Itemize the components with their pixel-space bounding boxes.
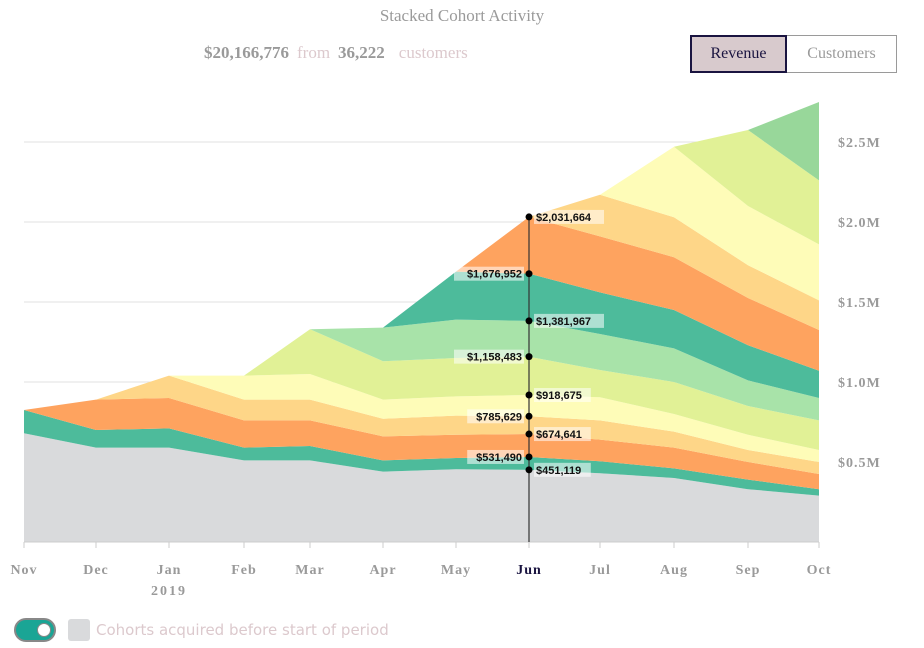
cohort-area-Jan: [24, 375, 819, 474]
hover-value-label: $674,641: [536, 429, 582, 441]
hover-label-bg: [534, 462, 591, 477]
legend-label: Cohorts acquired before start of period: [96, 621, 389, 639]
hover-point: [525, 317, 533, 325]
hover-label-bg: [454, 349, 524, 364]
cohort-area-Mar: [24, 329, 819, 450]
pre-period-cohorts-toggle[interactable]: [14, 618, 56, 642]
hover-value-label: $1,676,952: [467, 269, 522, 281]
cohort-area-May: [24, 271, 819, 410]
y-tick-label: $0.5M: [838, 456, 881, 471]
hover-value-label: $531,490: [476, 452, 522, 464]
x-tick-label: Jan: [157, 563, 182, 578]
hover-value-label: $918,675: [536, 390, 582, 402]
x-tick-label: Feb: [231, 563, 257, 578]
hover-label-bg: [467, 449, 524, 464]
hover-label-bg: [454, 266, 524, 281]
hover-label-bg: [534, 209, 604, 224]
pre-period-cohorts-area: [24, 433, 819, 542]
hover-label-bg: [534, 388, 591, 403]
customers-label: customers: [398, 43, 468, 62]
metric-toggle: Revenue Customers: [690, 35, 897, 73]
x-tick-label: Dec: [83, 563, 109, 578]
y-tick-label: $2.5M: [838, 136, 881, 151]
revenue-button[interactable]: Revenue: [690, 35, 787, 73]
x-tick-label: Sep: [736, 563, 761, 578]
x-tick-label: Jul: [589, 563, 611, 578]
y-tick-label: $1.5M: [838, 296, 881, 311]
legend-swatch: [68, 619, 90, 641]
customers-count: 36,222: [338, 43, 385, 62]
hover-label-bg: [467, 409, 524, 424]
cohort-area-Sep: [24, 130, 819, 410]
hover-point: [525, 453, 533, 461]
legend: Cohorts acquired before start of period: [14, 618, 389, 642]
cohort-area-Feb: [24, 374, 819, 462]
hover-value-label: $1,381,967: [536, 316, 591, 328]
total-revenue: $20,166,776: [204, 43, 289, 62]
hover-point: [525, 270, 533, 278]
hover-value-label: $2,031,664: [536, 212, 592, 224]
hover-point: [525, 353, 533, 361]
hover-label-bg: [534, 313, 604, 328]
cohort-area-Dec: [24, 398, 819, 490]
x-tick-label: Mar: [295, 563, 324, 578]
x-tick-label: Oct: [807, 563, 832, 578]
hover-point: [525, 213, 533, 221]
hover-label-bg: [534, 427, 591, 442]
y-tick-label: $1.0M: [838, 376, 881, 391]
x-tick-label: May: [441, 563, 471, 578]
x-tick-label: Apr: [369, 563, 396, 578]
hover-point: [525, 391, 533, 399]
x-tick-label: Nov: [10, 563, 37, 578]
hover-value-label: $1,158,483: [467, 352, 522, 364]
from-label: from: [297, 43, 331, 62]
x-tick-label: Aug: [660, 563, 688, 578]
stacked-area-chart[interactable]: $0.5M $1.0M $1.5M $2.0M $2.5M Nov Dec Jan Feb Mar…: [0, 0, 924, 610]
hover-value-label: $785,629: [476, 411, 522, 423]
customers-button[interactable]: Customers: [787, 35, 897, 73]
toggle-knob: [37, 623, 51, 637]
hover-value-label: $451,119: [536, 465, 581, 477]
year-label: 2019: [151, 584, 187, 599]
summary: $20,166,776 from 36,222 customers: [204, 43, 476, 63]
x-tick-label: Jun: [516, 563, 542, 578]
hover-point: [525, 466, 533, 474]
cohort-area-Nov: [24, 410, 819, 496]
chart-title: Stacked Cohort Activity: [379, 6, 545, 25]
cohort-area-Apr: [24, 319, 819, 421]
hover-point: [525, 412, 533, 420]
y-tick-label: $2.0M: [838, 216, 881, 231]
cohort-area-Jun: [24, 216, 819, 410]
hover-point: [525, 430, 533, 438]
